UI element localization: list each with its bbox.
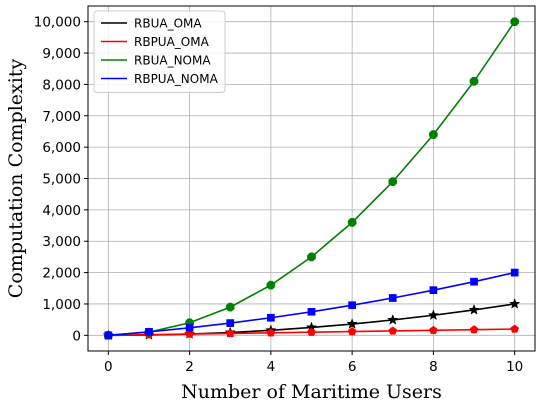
x-tick-label: 2 <box>185 359 194 375</box>
data-point <box>307 307 316 316</box>
data-point <box>307 252 316 262</box>
data-point <box>348 301 356 310</box>
data-point <box>267 313 275 322</box>
data-point <box>347 327 357 336</box>
data-point <box>388 177 398 186</box>
data-point <box>266 280 276 290</box>
x-tick-label: 4 <box>267 359 276 375</box>
data-point <box>387 314 399 325</box>
data-point <box>185 329 194 338</box>
legend-label: RBUA_OMA <box>134 17 202 31</box>
legend-label: RBUA_NOMA <box>134 54 211 68</box>
y-tick-label: 6,000 <box>42 140 81 156</box>
data-point <box>510 324 519 333</box>
data-point <box>225 328 235 338</box>
data-point <box>104 331 113 340</box>
data-point <box>469 76 479 86</box>
series-RBPUA_NOMA <box>104 268 519 340</box>
data-point <box>347 218 357 227</box>
x-axis-ticks: 0 2 4 6 8 10 <box>104 351 523 375</box>
data-point <box>346 318 358 329</box>
x-tick-label: 6 <box>348 359 357 375</box>
data-point <box>185 323 194 332</box>
x-axis-title: Number of Maritime Users <box>181 381 442 403</box>
data-point <box>427 309 440 321</box>
x-tick-label: 0 <box>104 359 113 375</box>
y-tick-label: 4,000 <box>42 203 81 219</box>
data-point <box>429 130 438 139</box>
y-tick-label: 0 <box>72 328 81 344</box>
data-point <box>468 304 480 315</box>
y-axis-title: Computation Complexity <box>5 59 27 299</box>
legend-label: RBPUA_OMA <box>134 35 210 49</box>
data-point <box>510 17 519 26</box>
y-tick-label: 9,000 <box>42 46 81 62</box>
data-point <box>226 319 235 327</box>
legend-box <box>93 10 226 93</box>
data-point <box>266 328 276 337</box>
data-point <box>429 286 438 295</box>
y-tick-label: 2,000 <box>42 266 81 282</box>
y-tick-label: 3,000 <box>42 234 81 250</box>
data-point <box>145 328 153 336</box>
y-tick-label: 10,000 <box>34 15 81 31</box>
data-point <box>510 268 519 277</box>
data-point <box>469 325 479 334</box>
y-axis-ticks: 0 1,000 2,000 3,000 4,000 5,000 6,000 7,000 8,00… <box>34 15 88 344</box>
x-tick-label: 10 <box>506 359 523 375</box>
y-tick-label: 8,000 <box>42 77 81 93</box>
series-layer <box>102 17 521 341</box>
y-tick-label: 1,000 <box>42 297 81 313</box>
data-point <box>429 325 438 334</box>
data-point <box>470 277 478 286</box>
grid <box>88 6 535 351</box>
data-point <box>509 298 521 309</box>
data-point <box>388 294 397 302</box>
data-point <box>388 326 398 335</box>
data-point <box>307 327 316 336</box>
legend: RBUA_OMA RBPUA_OMA RBUA_NOMA RBPUA_NOMA <box>93 10 226 93</box>
y-tick-label: 5,000 <box>42 172 81 188</box>
x-tick-label: 8 <box>429 359 438 375</box>
y-tick-label: 7,000 <box>42 109 81 125</box>
data-point <box>225 302 235 312</box>
legend-label: RBPUA_NOMA <box>134 72 219 86</box>
